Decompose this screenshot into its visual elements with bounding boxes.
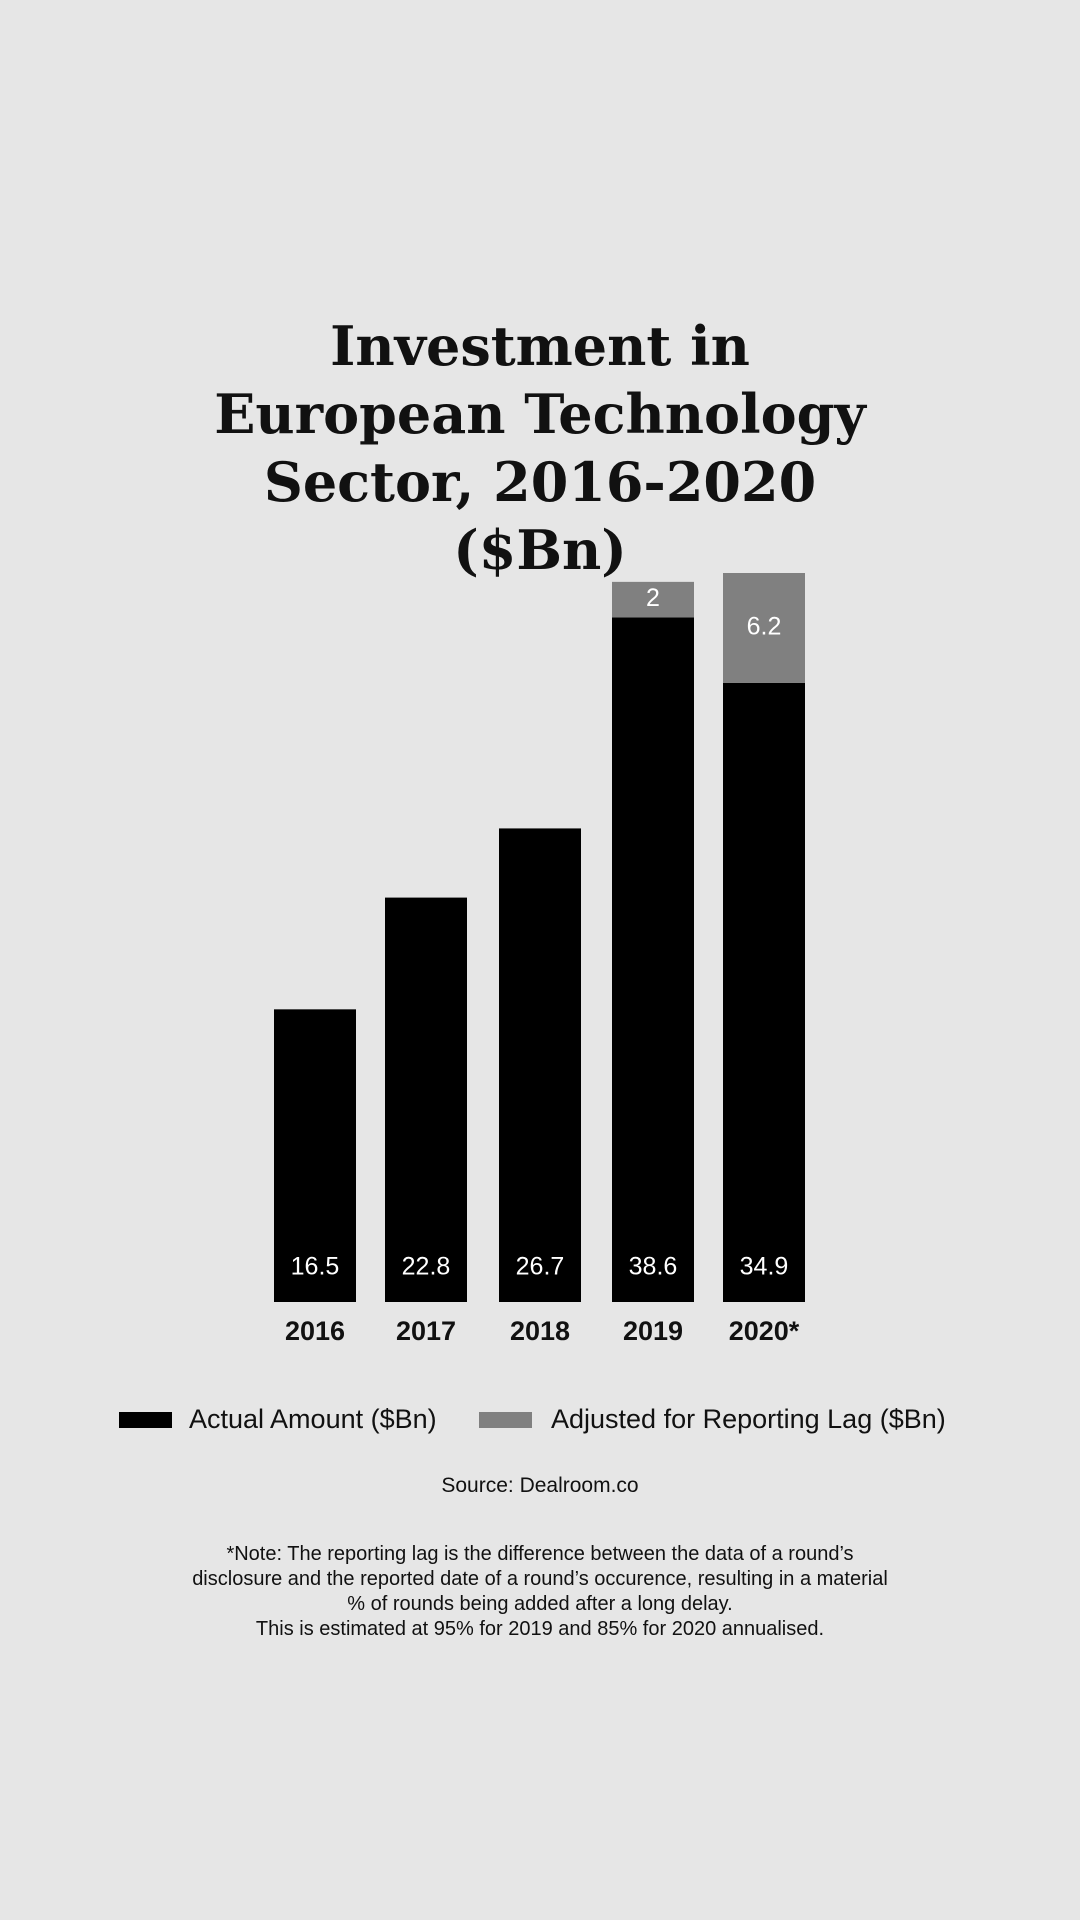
x-tick-label: 2020* [729,1316,800,1346]
x-tick-label: 2019 [623,1316,683,1346]
chart: 16.5 2016 22.8 2017 26.7 2018 38.6 2 2019 34.9 6.2… [119,573,946,1434]
note-line: *Note: The reporting lag is the differen… [192,1543,888,1615]
bar-segment [274,1009,356,1302]
x-tick-label: 2017 [396,1316,456,1346]
source: Source: Dealroom.co [441,1474,639,1497]
bar-segment [612,617,694,1302]
bar-segment [499,828,581,1302]
bar-segment [723,682,805,1302]
x-tick-label: 2018 [510,1316,570,1346]
value-label: 2 [646,584,660,612]
legend-swatch [119,1412,172,1428]
bar-segment [723,573,805,683]
note-line: This is estimated at 95% for 2019 and 85… [255,1618,825,1640]
legend-label: Adjusted for Reporting Lag ($Bn) [551,1404,946,1434]
value-label: 16.5 [291,1253,340,1281]
value-label: 22.8 [402,1253,451,1281]
note: *Note: The reporting lag is the differen… [190,1542,890,1642]
x-tick-label: 2016 [285,1316,345,1346]
value-label: 38.6 [629,1253,678,1281]
bar-segment [385,897,467,1302]
bar-segment [612,581,694,618]
chart-title: Investment in European Technology Sector… [214,314,866,582]
value-label: 6.2 [747,613,782,641]
legend-swatch [479,1412,532,1428]
value-label: 34.9 [740,1253,789,1281]
value-label: 26.7 [516,1253,565,1281]
legend-label: Actual Amount ($Bn) [189,1404,437,1434]
